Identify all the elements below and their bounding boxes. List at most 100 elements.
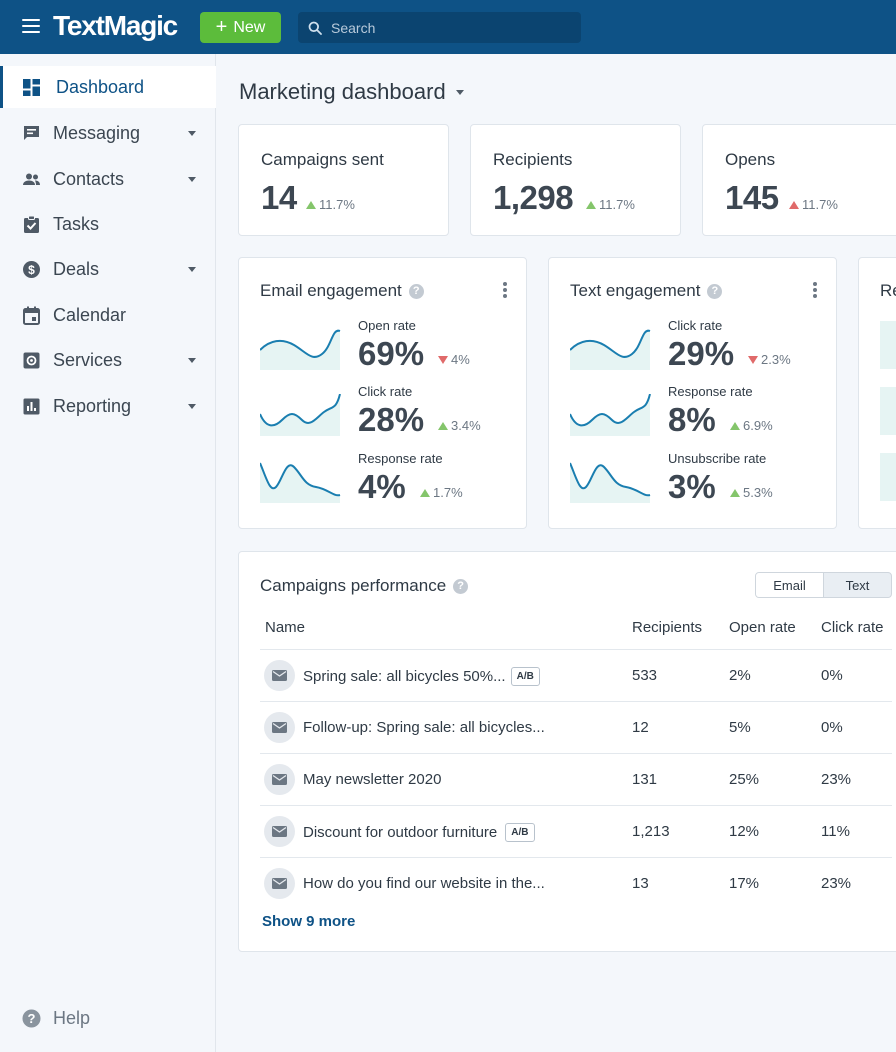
question-icon[interactable]: ?	[453, 578, 469, 594]
search-icon	[308, 21, 322, 35]
click-rate-cell: 0%	[821, 719, 843, 736]
chevron-down-icon	[188, 267, 196, 272]
page-title[interactable]: Marketing dashboard	[239, 79, 464, 105]
open-rate-cell: 5%	[729, 719, 751, 736]
metric-value: 4%	[358, 468, 406, 505]
metric-delta: 2.3%	[748, 352, 791, 367]
sidebar-item-services[interactable]: Services	[0, 339, 216, 381]
stat-value: 145	[725, 179, 779, 216]
recipients-cell: 12	[632, 719, 649, 736]
app-logo[interactable]: TextMagic	[53, 10, 178, 41]
sparkline	[570, 462, 651, 503]
ab-test-badge: A/B	[510, 667, 540, 686]
reporting-icon	[23, 398, 40, 415]
recipients-cell: 533	[632, 667, 658, 684]
metric-delta-value: 4%	[451, 352, 470, 367]
sidebar-item-dashboard[interactable]: Dashboard	[0, 66, 216, 108]
sidebar-item-deals[interactable]: $ Deals	[0, 248, 216, 290]
stat-label: Campaigns sent	[261, 150, 384, 169]
message-icon	[24, 126, 39, 140]
sidebar-item-tasks[interactable]: Tasks	[0, 203, 216, 245]
dashboard-icon	[23, 79, 40, 96]
campaigns-performance-card: Campaigns performance ? Email Text Name …	[238, 551, 896, 952]
menu-icon[interactable]	[22, 19, 40, 33]
campaign-name-text: How do you find our website in the...	[303, 875, 545, 892]
metric-delta-value: 3.4%	[451, 418, 481, 433]
campaign-name: Discount for outdoor furniture A/B	[303, 823, 535, 842]
new-button[interactable]: + New	[200, 12, 281, 43]
campaign-name: Follow-up: Spring sale: all bicycles...	[303, 719, 545, 736]
top-bar: TextMagic + New	[0, 0, 896, 54]
channel-toggle: Email Text	[755, 572, 892, 598]
dollar-icon: $	[23, 261, 40, 278]
services-icon	[23, 352, 40, 369]
metric-delta-value: 6.9%	[743, 418, 773, 433]
column-header-recipients[interactable]: Recipients	[632, 619, 703, 636]
card-title: Campaigns performance ?	[260, 576, 469, 596]
metric-delta-value: 5.3%	[743, 485, 773, 500]
sparkline	[260, 462, 341, 503]
sparkline	[260, 329, 341, 370]
more-options-icon[interactable]	[813, 282, 817, 298]
search-input[interactable]	[331, 19, 551, 36]
show-more-link[interactable]: Show 9 more	[262, 913, 356, 930]
metric-delta: 5.3%	[730, 485, 773, 500]
stat-card-campaigns-sent: Campaigns sent 14 11.7%	[238, 124, 449, 236]
sidebar-item-label: Reporting	[53, 395, 132, 416]
email-icon	[264, 712, 295, 743]
column-header-open-rate[interactable]: Open rate	[729, 619, 796, 636]
campaign-name-text: May newsletter 2020	[303, 771, 442, 788]
table-row[interactable]: Discount for outdoor furniture A/B 1,213…	[260, 805, 892, 857]
table-row[interactable]: Follow-up: Spring sale: all bicycles... …	[260, 701, 892, 753]
click-rate-cell: 11%	[821, 823, 850, 840]
email-icon	[264, 764, 295, 795]
question-icon[interactable]: ?	[707, 283, 723, 299]
stat-delta: 11.7%	[789, 197, 838, 212]
sidebar-item-calendar[interactable]: Calendar	[0, 294, 216, 336]
campaign-name: Spring sale: all bicycles 50%... A/B	[303, 667, 540, 686]
toggle-text[interactable]: Text	[845, 577, 870, 593]
sidebar-item-label: Deals	[53, 258, 100, 279]
campaign-name-text: Spring sale: all bicycles 50%...	[303, 668, 506, 685]
chevron-down-icon	[188, 131, 196, 136]
question-icon[interactable]: ?	[408, 283, 424, 299]
sidebar-item-label: Messaging	[53, 122, 141, 143]
sidebar-item-label: Contacts	[53, 168, 125, 189]
sidebar-item-contacts[interactable]: Contacts	[0, 158, 216, 200]
sidebar-item-reporting[interactable]: Reporting	[0, 385, 216, 427]
toggle-email[interactable]: Email	[756, 573, 824, 597]
svg-text:?: ?	[28, 1011, 36, 1026]
trend-down-icon	[748, 355, 758, 364]
stat-value: 14	[261, 179, 297, 216]
sparkline	[880, 321, 896, 369]
click-rate-cell: 23%	[821, 771, 852, 788]
more-options-icon[interactable]	[503, 282, 507, 298]
plus-icon: +	[215, 15, 228, 38]
column-header-click-rate[interactable]: Click rate	[821, 619, 884, 636]
metric-click-rate: Click rate 29% 2.3%	[570, 318, 830, 384]
table-row[interactable]: May newsletter 2020 131 25% 23%	[260, 753, 892, 805]
sidebar-item-messaging[interactable]: Messaging	[0, 112, 216, 154]
metric-value: 29%	[668, 335, 735, 372]
metric-response-rate: Response rate 8% 6.9%	[570, 384, 830, 450]
metric-delta: 6.9%	[730, 418, 773, 433]
metric-click-rate: Click rate 28% 3.4%	[260, 384, 520, 450]
trend-up-icon	[586, 200, 596, 209]
help-link[interactable]: ? Help	[22, 1008, 90, 1029]
table-row[interactable]: Spring sale: all bicycles 50%... A/B 533…	[260, 649, 892, 701]
column-header-name[interactable]: Name	[265, 619, 306, 636]
metric-value: 3%	[668, 468, 716, 505]
campaign-name-text: Discount for outdoor furniture	[303, 824, 498, 841]
table-row[interactable]: How do you find our website in the... 13…	[260, 857, 892, 909]
stat-delta: 11.7%	[586, 197, 635, 212]
sparkline	[880, 387, 896, 435]
metric-label: Click rate	[358, 384, 413, 399]
contacts-icon	[23, 173, 40, 185]
stat-delta-value: 11.7%	[319, 197, 355, 212]
trend-up-icon	[730, 421, 740, 430]
stat-value: 1,298	[493, 179, 574, 216]
sparkline	[260, 394, 341, 436]
sidebar-item-label: Calendar	[53, 304, 127, 325]
card-title-text: Campaigns performance	[260, 576, 447, 595]
search-box[interactable]	[298, 12, 581, 43]
